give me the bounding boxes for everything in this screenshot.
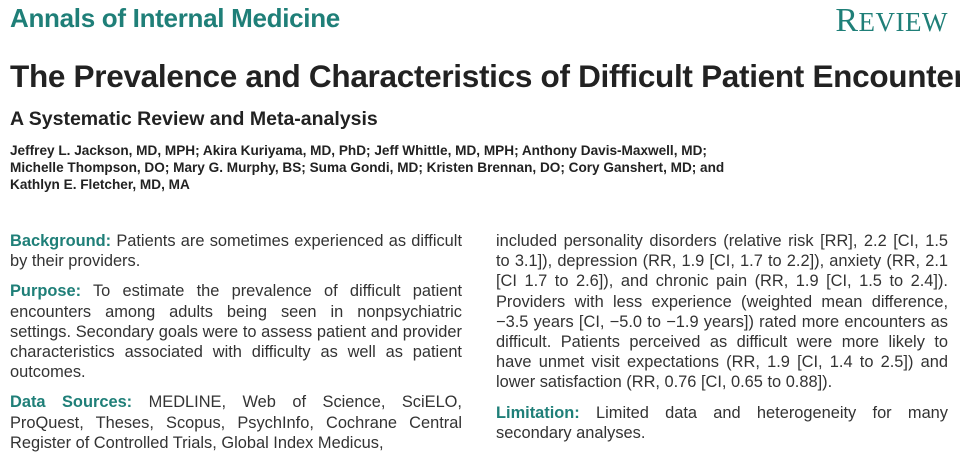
background-paragraph: Background: Patients are sometimes exper… <box>10 231 462 271</box>
data-sources-text: MEDLINE, Web of Science, SciELO, ProQues… <box>10 393 462 452</box>
section-label: REVIEW <box>835 2 948 40</box>
journal-name: Annals of Internal Medicine <box>10 3 340 33</box>
article-subtitle: A Systematic Review and Meta-analysis <box>10 108 378 130</box>
results-continued-paragraph: included personality disorders (relative… <box>496 232 948 392</box>
limitation-paragraph: Limitation: Limited data and heterogenei… <box>496 403 948 443</box>
background-label: Background: <box>10 232 112 250</box>
section-label-rest: EVIEW <box>858 7 948 37</box>
author-list: Jeffrey L. Jackson, MD, MPH; Akira Kuriy… <box>10 142 950 193</box>
abstract-left-column: Background: Patients are sometimes exper… <box>10 231 462 463</box>
limitation-text: Limited data and heterogeneity for many … <box>496 403 948 442</box>
author-line: Kathlyn E. Fletcher, MD, MA <box>10 177 190 192</box>
article-title: The Prevalence and Characteristics of Di… <box>10 58 960 94</box>
purpose-text: To estimate the prevalence of difficult … <box>10 282 462 382</box>
author-line: Michelle Thompson, DO; Mary G. Murphy, B… <box>10 160 725 175</box>
author-line: Jeffrey L. Jackson, MD, MPH; Akira Kuriy… <box>10 143 707 158</box>
abstract-right-column: included personality disorders (relative… <box>496 231 948 453</box>
purpose-label: Purpose: <box>10 282 82 301</box>
purpose-paragraph: Purpose: To estimate the prevalence of d… <box>10 281 462 382</box>
section-label-initial: R <box>835 2 859 39</box>
data-sources-paragraph: Data Sources: MEDLINE, Web of Science, S… <box>10 392 462 453</box>
background-text: Patients are sometimes experienced as di… <box>10 232 462 271</box>
limitation-label: Limitation: <box>496 403 580 422</box>
data-sources-label: Data Sources: <box>10 393 133 412</box>
